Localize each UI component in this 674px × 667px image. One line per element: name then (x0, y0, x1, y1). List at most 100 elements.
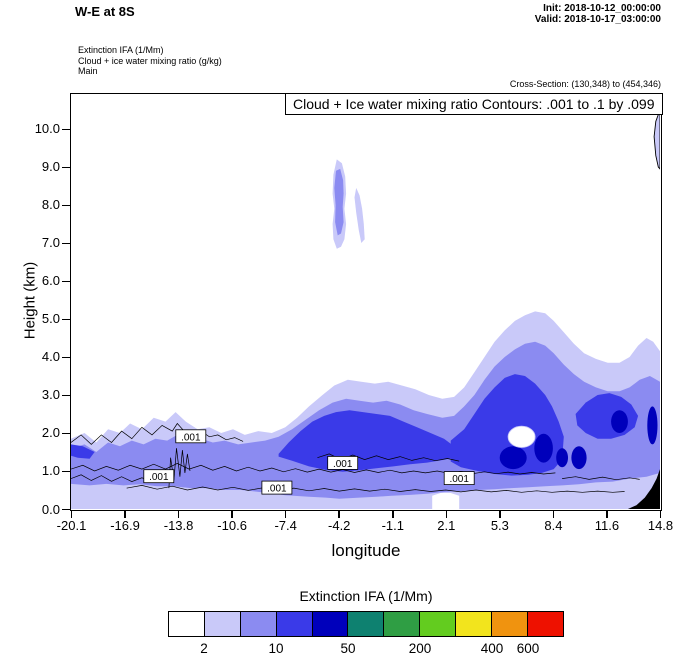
legend-color-cell (526, 611, 564, 637)
y-tick-mark (62, 318, 70, 321)
legend-color-cell (203, 611, 242, 637)
legend-tick-label: 400 (480, 641, 504, 656)
contour-line (71, 422, 244, 445)
extinction-fill-level4-spot (499, 446, 527, 470)
contour-line (168, 448, 191, 489)
y-tick-mark (62, 166, 70, 169)
legend-colorbar (168, 611, 564, 637)
legend-color-cell (490, 611, 529, 637)
y-tick-label: 0.0 (41, 501, 60, 517)
x-tick-mark (659, 511, 662, 518)
x-tick-label: -16.9 (110, 518, 140, 533)
x-tick-mark (392, 511, 394, 518)
field-descriptions: Extinction IFA (1/Mm) Cloud + ice water … (78, 45, 222, 77)
x-tick-label: 2.1 (437, 518, 456, 533)
legend-tick-label: 600 (516, 641, 540, 656)
x-tick-mark (552, 511, 555, 518)
x-tick-mark (606, 511, 608, 518)
x-tick-mark (177, 511, 180, 518)
extinction-fill-level3-leftedge (71, 444, 95, 459)
x-tick-label: 11.6 (594, 518, 620, 533)
cloud-plume-core (334, 168, 344, 236)
y-tick-label: 4.0 (41, 349, 60, 365)
valid-timestamp: Valid: 2018-10-17_03:00:00 (534, 14, 661, 25)
x-tick-mark (338, 511, 340, 518)
contour-value-label: .001 (327, 455, 359, 470)
legend-color-cell (419, 611, 457, 637)
cross-section-label: Cross-Section: (130,348) to (454,346) (509, 79, 661, 89)
svg-text:.001: .001 (149, 472, 169, 483)
y-tick-mark (62, 128, 70, 131)
y-tick-label: 6.0 (41, 273, 60, 289)
legend-color-cell (168, 611, 206, 637)
field-name-domain: Main (78, 66, 98, 76)
y-tick-label: 5.0 (41, 311, 60, 327)
cloud-plume-streak (354, 187, 365, 243)
contour-value-label: .001 (143, 469, 175, 483)
y-tick-label: 1.0 (41, 463, 60, 479)
contour-value-label: .001 (175, 429, 207, 443)
legend-tick-label: 200 (408, 641, 432, 656)
run-timestamps: Init: 2018-10-12_00:00:00 Valid: 2018-10… (535, 3, 661, 25)
svg-text:.001: .001 (449, 474, 469, 485)
legend-title: Extinction IFA (1/Mm) (299, 588, 433, 604)
extinction-fill-level4-spot (534, 433, 553, 463)
field-name-cloud-ice: Cloud + ice water mixing ratio (g/kg) (78, 55, 222, 66)
field-name-extinction: Extinction IFA (1/Mm) (78, 45, 164, 55)
y-tick-label: 7.0 (41, 235, 60, 251)
legend-tick-label: 2 (200, 641, 208, 656)
x-tick-label: 5.3 (490, 518, 509, 533)
legend-color-cell (347, 611, 385, 637)
y-tick-mark (62, 356, 70, 359)
extinction-fill-level4-spot (611, 410, 628, 433)
y-tick-mark (62, 242, 70, 245)
x-tick-label: -7.4 (274, 518, 297, 533)
y-tick-mark (62, 432, 70, 435)
y-tick-mark (62, 470, 70, 473)
x-tick-mark (284, 511, 287, 518)
legend-color-cell (455, 611, 493, 637)
svg-text:.001: .001 (267, 484, 287, 495)
clear-notch (432, 493, 460, 509)
x-tick-label: 8.4 (544, 518, 563, 533)
legend-color-cell (275, 611, 313, 637)
x-tick-mark (70, 511, 73, 518)
y-tick-mark (62, 394, 70, 397)
svg-text:.001: .001 (181, 432, 201, 443)
plot-frame: .001 .001 .001 .001 .001 Cloud + Ice water m… (70, 92, 663, 511)
x-axis-title: longitude (331, 541, 401, 560)
legend-color-cell (383, 611, 421, 637)
legend-color-cell (311, 611, 349, 637)
contour-value-label: .001 (443, 471, 475, 485)
y-tick-label: 9.0 (41, 159, 60, 175)
y-tick-mark (62, 204, 70, 207)
contour-value-label: .001 (261, 480, 293, 495)
terrain (627, 469, 660, 509)
x-tick-mark (499, 511, 501, 518)
contour-line (126, 485, 625, 493)
y-tick-label: 3.0 (41, 387, 60, 403)
x-tick-label: -4.2 (328, 518, 351, 533)
x-tick-mark (231, 511, 233, 518)
contour-line (71, 474, 153, 482)
contour-line (562, 476, 640, 481)
x-tick-label: -1.1 (381, 518, 404, 533)
y-tick-mark (62, 508, 70, 511)
extinction-fill-level4-spot (647, 406, 658, 445)
top-right-sliver (653, 109, 660, 170)
y-tick-label: 2.0 (41, 425, 60, 441)
y-tick-label: 8.0 (41, 197, 60, 213)
legend-tick-label: 10 (268, 641, 284, 656)
extinction-fill-level4-spot (571, 446, 587, 470)
contour-line (71, 463, 556, 475)
x-tick-mark (124, 511, 126, 518)
y-tick-label: 10.0 (34, 121, 60, 137)
x-tick-label: -10.6 (217, 518, 247, 533)
contour-plot: .001 .001 .001 .001 .001 (71, 109, 660, 509)
x-tick-label: 14.8 (647, 518, 674, 533)
svg-text:.001: .001 (333, 459, 353, 470)
init-timestamp: Init: 2018-10-12_00:00:00 (543, 3, 661, 14)
contour-info-box: Cloud + Ice water mixing ratio Contours:… (285, 92, 663, 115)
clear-hole (507, 425, 536, 448)
